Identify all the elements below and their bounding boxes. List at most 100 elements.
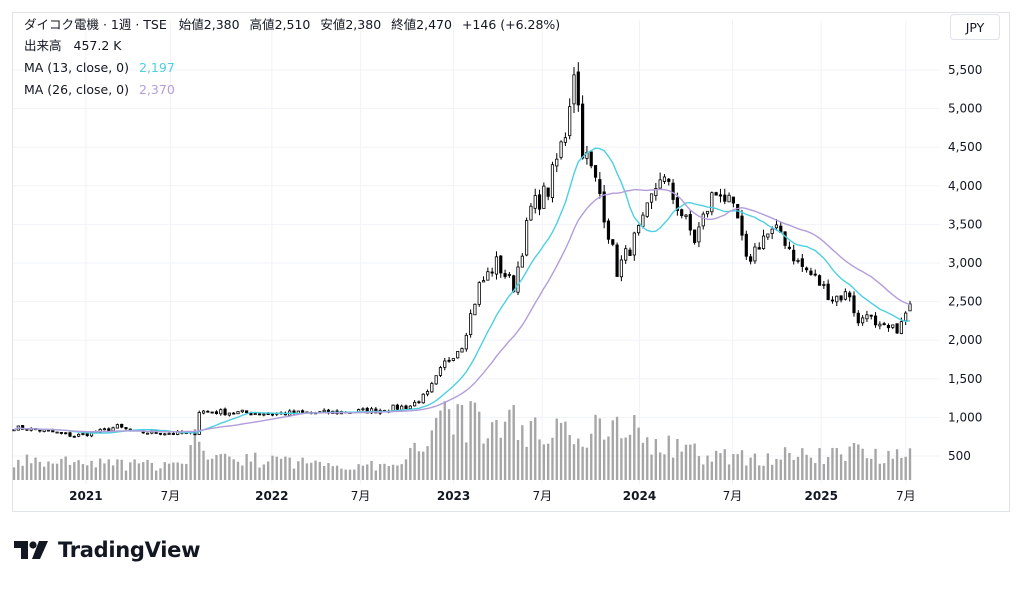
volume-bar [637, 427, 640, 480]
volume-bar [366, 464, 369, 480]
candle-body [107, 428, 111, 432]
volume-bar [172, 462, 175, 480]
volume-bar [215, 454, 218, 480]
ohlc-legend: ダイコク電機 · 1週 · TSE 始値2,380 高値2,510 安値2,38… [24, 16, 560, 33]
volume-bar [391, 464, 395, 480]
volume-bar [702, 464, 705, 480]
volume-bar [602, 439, 606, 480]
volume-bar [740, 450, 744, 480]
volume-bar [783, 447, 787, 480]
volume-bar [120, 459, 123, 480]
volume-bar [478, 411, 481, 480]
candle-body [529, 205, 533, 221]
candle-body [826, 283, 830, 301]
candle-body [697, 226, 701, 243]
candle-body [240, 409, 244, 413]
volume-bar [266, 461, 270, 480]
candle-body [891, 324, 895, 328]
tradingview-logo[interactable]: TradingView [14, 538, 200, 562]
candle-body [555, 158, 559, 167]
candle-body [589, 151, 593, 167]
volume-bar [555, 418, 558, 480]
candle-body [171, 433, 175, 435]
volume-bar [404, 459, 408, 480]
volume-bar [198, 441, 201, 480]
volume-bar [142, 462, 145, 480]
volume-bar [495, 419, 498, 480]
volume-bar [538, 439, 541, 480]
volume-bar [107, 459, 110, 480]
candle-body [598, 179, 602, 194]
volume-bar [146, 459, 149, 480]
candle-body [249, 412, 253, 416]
candle-body [895, 323, 899, 334]
volume-bar [727, 464, 731, 480]
candle-body [593, 165, 598, 178]
volume-bar [262, 464, 266, 480]
volume-bar [396, 465, 399, 480]
volume-bar [745, 465, 748, 480]
candle-body [503, 273, 507, 277]
volume-bar [848, 446, 851, 480]
volume-bar [374, 470, 378, 480]
candle-body [843, 291, 847, 300]
ma13-legend[interactable]: MA (13, close, 0) 2,197 [24, 59, 175, 76]
candle-body [266, 413, 270, 416]
volume-bar [857, 444, 860, 480]
volume-bar [409, 447, 412, 480]
x-tick-label: 2025 [805, 489, 838, 503]
volume-bar [305, 463, 309, 480]
volume-bar [904, 456, 907, 480]
candle-body [481, 280, 486, 283]
volume-bar [680, 451, 683, 480]
tradingview-logo-text: TradingView [58, 538, 201, 562]
volume-bar [628, 434, 632, 480]
candle-body [576, 71, 580, 106]
volume-bar [81, 464, 85, 480]
volume-bar [499, 437, 502, 480]
currency-button[interactable]: JPY [950, 14, 1000, 40]
ma26-line [13, 188, 911, 433]
volume-bar [34, 457, 37, 480]
volume-bar [249, 461, 253, 480]
volume-bar [219, 454, 222, 480]
candle-body [658, 179, 662, 189]
candle-body [322, 409, 326, 413]
volume-bar [900, 457, 903, 480]
volume-bar [775, 458, 778, 480]
candle-body [654, 188, 658, 197]
candle-body [413, 401, 417, 407]
y-tick-label: 4,000 [948, 179, 982, 193]
volume-bar [129, 462, 132, 480]
volume-bar [413, 442, 416, 480]
candle-body [641, 214, 645, 227]
volume-bar [228, 456, 231, 480]
chart-frame [12, 12, 1010, 512]
ma26-legend[interactable]: MA (26, close, 0) 2,370 [24, 81, 175, 98]
high-value: 2,510 [274, 17, 311, 32]
candle-body [404, 405, 408, 409]
candle-body [770, 228, 774, 234]
candle-body [257, 413, 262, 416]
candle-body [774, 224, 779, 229]
volume-bar [357, 464, 360, 480]
volume-bar [417, 451, 421, 480]
candle-body [533, 195, 537, 209]
volume-bar [310, 462, 313, 480]
candle-body [537, 194, 542, 210]
y-tick-label: 3,000 [948, 256, 982, 270]
candle-body [21, 425, 25, 430]
candle-body [766, 233, 770, 238]
volume-legend[interactable]: 出来高 457.2 K [24, 37, 121, 54]
candle-body [111, 427, 115, 432]
volume-bar [822, 464, 826, 480]
candle-body [456, 351, 460, 359]
volume-bar [137, 463, 141, 480]
x-tick-label: 7月 [532, 489, 552, 503]
volume-bar [779, 459, 782, 480]
high-label: 高値 [249, 17, 275, 32]
volume-bar [878, 463, 882, 480]
ma26-value: 2,370 [139, 82, 175, 97]
volume-bar [378, 464, 382, 480]
